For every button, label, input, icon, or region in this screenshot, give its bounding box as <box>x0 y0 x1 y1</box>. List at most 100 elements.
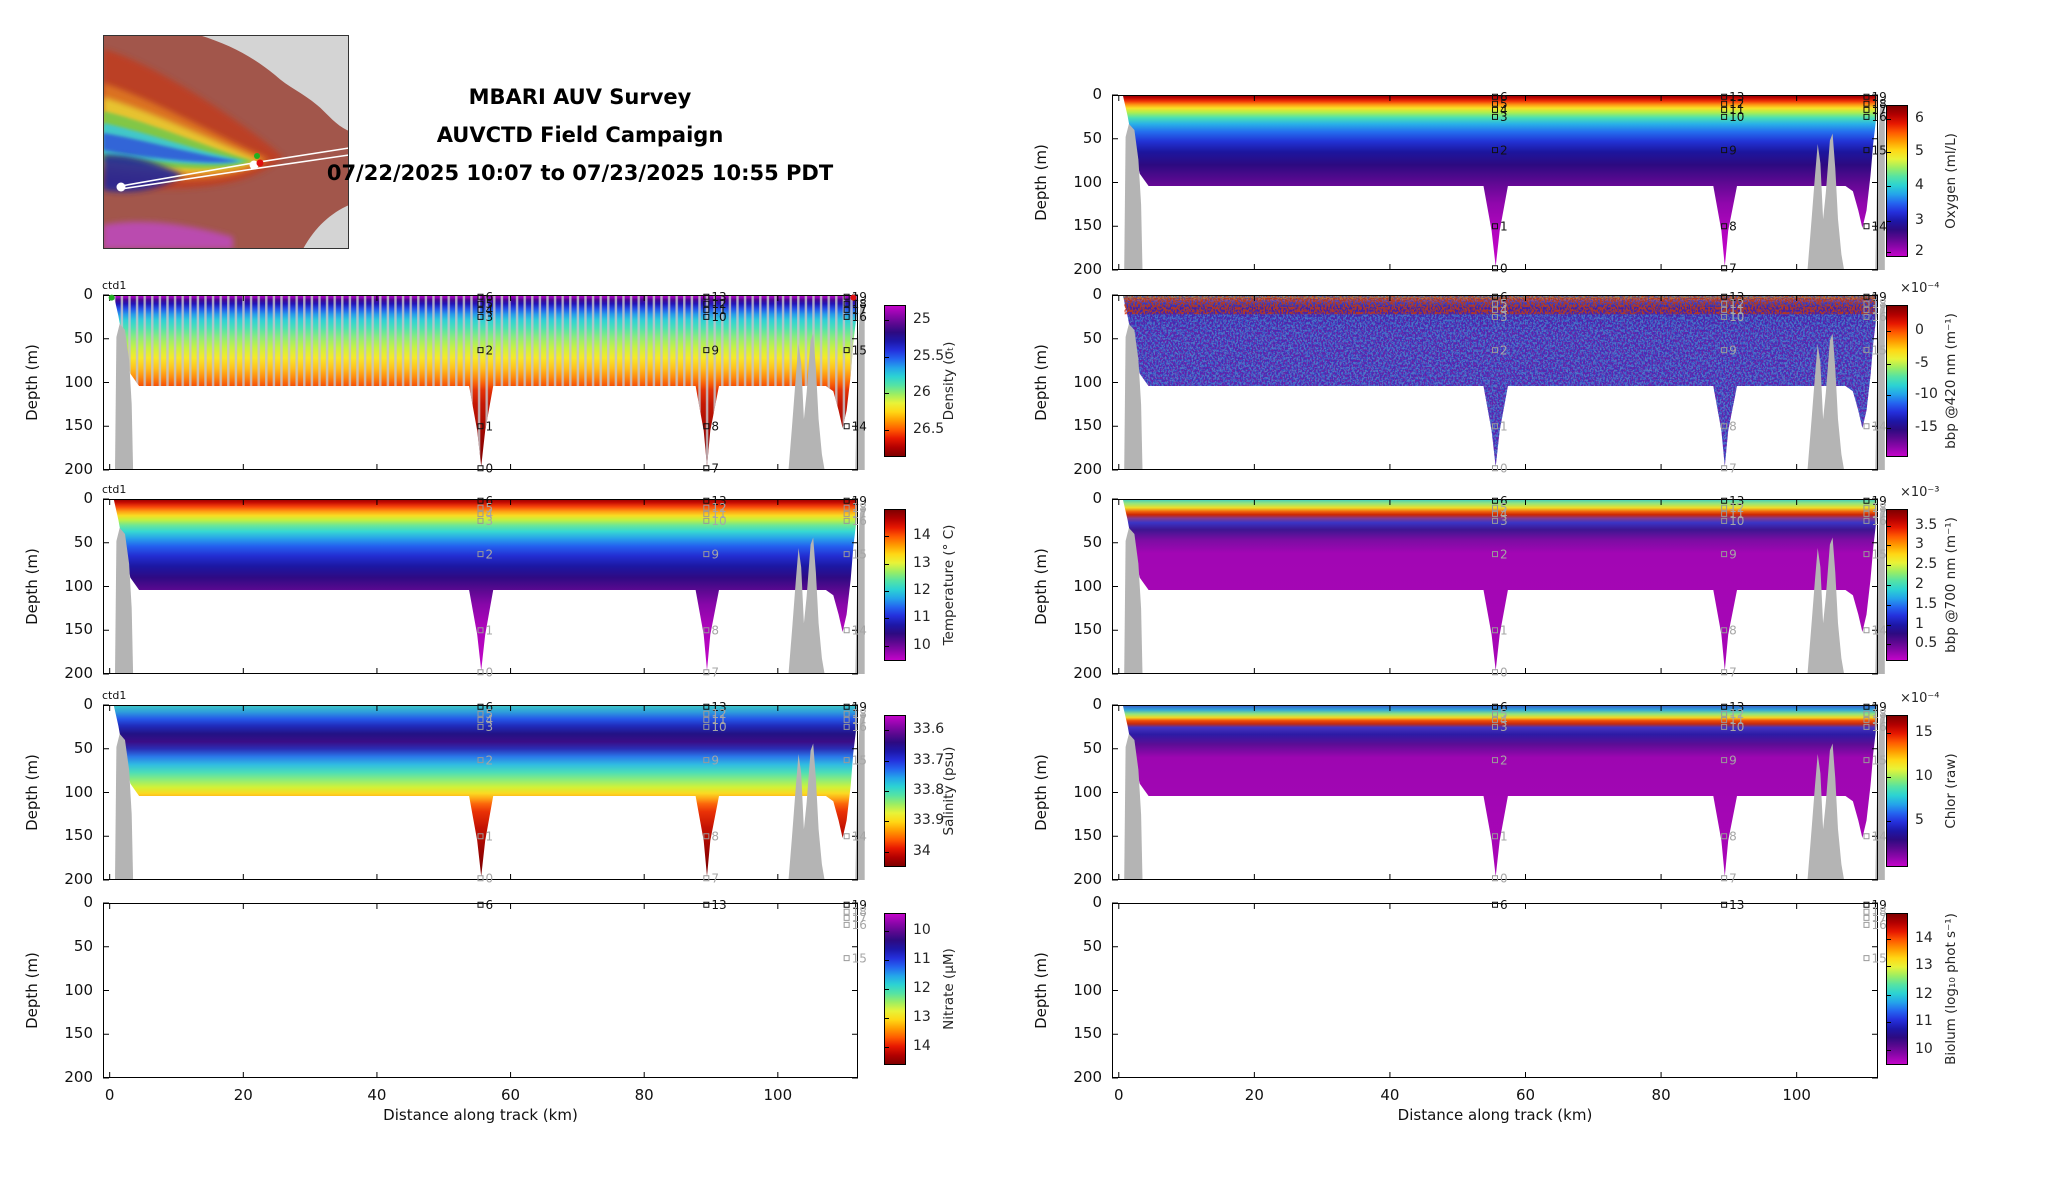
ctd-cast-marker <box>1492 510 1498 517</box>
colorbar-tick-label: 33.6 <box>913 721 945 738</box>
colorbar-tick-label: 25.5 <box>913 347 945 364</box>
ctd-cast-marker <box>477 300 484 307</box>
density-colorbar: 25 25.5 26 26.5 Density (σₜ) <box>884 305 957 457</box>
ctd-cast-marker-label: 9 <box>1729 343 1737 357</box>
track-green-dot <box>254 153 260 159</box>
ctd-cast-marker-label: 10 <box>1729 110 1744 124</box>
ctd-cast-marker <box>1863 908 1870 915</box>
track-endpoint-dot <box>108 294 115 301</box>
ctd-cast-marker-label: 16 <box>1871 918 1886 932</box>
depth-tick-label: 0 <box>1092 285 1102 303</box>
ctd-cast-marker-label: 5 <box>486 707 494 721</box>
ctd-cast-marker-label: 19 <box>852 898 867 912</box>
ctd-cast-marker <box>703 710 710 717</box>
ctd-cast-marker-label: 15 <box>1871 547 1886 561</box>
ctd-cast-marker-label: 18 <box>1871 297 1886 311</box>
ctd-cast-marker <box>703 293 710 300</box>
depth-tick-label: 150 <box>64 1024 93 1043</box>
colorbar-tick-mark <box>885 320 889 322</box>
colorbar-tick-mark <box>1887 118 1891 120</box>
biolum-section-panel: 6 13 19 18 17 16 15 0 50 100 150 200 Depth (m) <box>1032 893 1887 1086</box>
ctd-cast-marker-label: 19 <box>1871 494 1886 508</box>
track-start-dot <box>116 182 126 192</box>
colorbar-exponent: ×10⁻³ <box>1900 485 1940 500</box>
depth-axis-label: Depth (m) <box>1032 754 1050 831</box>
colorbar-tick-label: 26.5 <box>913 420 945 437</box>
ctd-cast-marker-label: 6 <box>486 700 494 714</box>
ctd-cast-marker <box>1721 93 1728 100</box>
colorbar-tick-label: 25 <box>913 311 931 328</box>
ctd-cast-marker <box>1863 423 1870 430</box>
ctd-cast-marker-label: 16 <box>852 720 867 734</box>
map-border <box>103 35 349 249</box>
depth-tick-label: 200 <box>1073 260 1102 278</box>
ctd-cast-marker-label: 13 <box>1729 700 1744 714</box>
ctd-cast-marker <box>1721 100 1728 107</box>
colorbar-tick-mark <box>885 791 889 792</box>
ctd-cast-marker <box>477 723 484 730</box>
ctd-cast-marker-label: 13 <box>1729 90 1744 104</box>
ctd-cast-marker-label: 6 <box>486 290 494 304</box>
ctd-cast-marker-label: 4 <box>486 507 494 521</box>
colorbar-tick-mark <box>885 931 889 933</box>
salinity-section-panel: 6 5 4 3 2 1 0 13 12 11 10 9 8 7 19 18 17 16 15 14 0 50 100 150 2… <box>23 689 867 888</box>
density-colorbar-gradient <box>884 305 906 457</box>
colorbar-tick-label: 1 <box>1915 615 1924 632</box>
ctd-cast-marker-label: 0 <box>1500 461 1508 475</box>
bathymetry-overview-map <box>103 35 350 249</box>
oxygen-colorbar-gradient <box>1886 105 1908 257</box>
depth-tick-label: 100 <box>1073 372 1102 391</box>
ctd-cast-marker <box>1721 504 1728 511</box>
ctd-cast-marker <box>843 497 850 504</box>
ctd-cast-marker-label: 2 <box>486 753 494 767</box>
ctd-cast-marker <box>1721 901 1728 908</box>
ctd1-annotation: ctd1 <box>102 483 127 496</box>
figure-title: MBARI AUV Survey AUVCTD Field Campaign 0… <box>280 78 880 192</box>
bbp700-colorbar-label: bbp @700 nm (m⁻¹) <box>1943 517 1959 653</box>
ctd-cast-marker <box>703 551 710 558</box>
ctd-cast-marker-label: 18 <box>852 297 867 311</box>
depth-tick-label: 150 <box>1073 1024 1102 1043</box>
track-waypoint-dot <box>249 160 259 170</box>
ctd-cast-marker <box>1492 833 1498 840</box>
ctd-cast-marker <box>1863 901 1870 908</box>
ctd-cast-marker <box>1721 313 1728 320</box>
ctd-cast-marker-label: 7 <box>1729 871 1737 885</box>
ctd-cast-marker-label: 14 <box>852 419 867 433</box>
ctd-cast-marker <box>477 901 484 908</box>
ctd-cast-marker-label: 11 <box>711 713 726 727</box>
ctd-cast-marker <box>477 627 484 634</box>
ctd-cast-marker-label: 11 <box>711 507 726 521</box>
track-endpoint-dot <box>850 294 857 301</box>
ctd-cast-marker <box>1721 347 1728 354</box>
density-section-panel: 6 5 4 3 2 1 0 13 12 11 10 9 8 7 19 18 17 16 15 14 0 50 100 150 2… <box>23 279 867 478</box>
ctd-cast-marker-label: 4 <box>1500 303 1508 317</box>
ctd-cast-marker <box>1721 113 1728 120</box>
depth-tick-label: 50 <box>73 328 93 347</box>
bbp420-colorbar: 0 -5 -10 -15 ×10⁻⁴ bbp @420 nm (m⁻¹) <box>1886 281 1959 457</box>
colorbar-tick-label: 2.5 <box>1915 556 1938 573</box>
colorbar-tick-label: -5 <box>1915 355 1929 372</box>
ctd-cast-marker-label: 7 <box>1729 261 1737 275</box>
ctd-cast-marker <box>703 306 710 313</box>
ctd-cast-marker <box>1492 93 1498 100</box>
seafloor-shape <box>1875 102 1885 270</box>
ctd-cast-marker-label: 16 <box>1871 110 1886 124</box>
seafloor-shape <box>1807 537 1845 674</box>
ctd-cast-marker-label: 4 <box>1500 103 1508 117</box>
ctd-cast-marker <box>1863 147 1870 154</box>
colorbar-tick-label: 5 <box>1915 143 1924 160</box>
ctd-cast-marker <box>1863 313 1870 320</box>
ctd-cast-marker <box>1863 497 1870 504</box>
ctd-cast-marker <box>1863 551 1870 558</box>
ctd-cast-marker-label: 8 <box>711 623 719 637</box>
depth-tick-label: 100 <box>64 980 93 999</box>
ctd-cast-marker <box>1492 703 1498 710</box>
ctd-cast-marker <box>703 757 710 764</box>
colorbar-tick-mark <box>885 760 889 762</box>
ctd-cast-marker-label: 14 <box>1871 623 1886 637</box>
oxygen-colorbar-label: Oxygen (ml/L) <box>1943 133 1959 229</box>
depth-axis-label: Depth (m) <box>1032 144 1050 221</box>
panel-border <box>1112 705 1878 880</box>
